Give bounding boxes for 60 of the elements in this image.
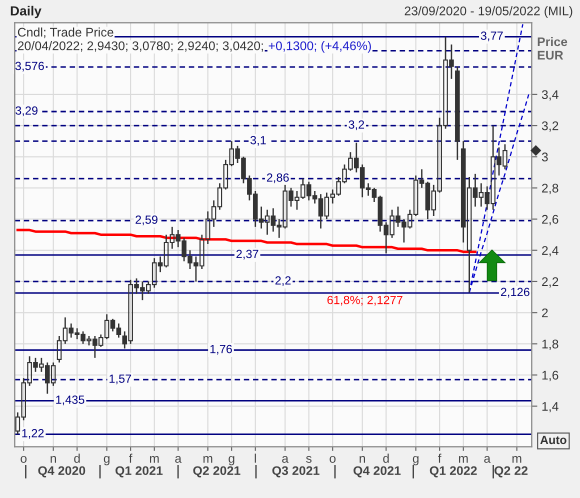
y-tick-label: 1,4 [542,402,558,412]
x-tick-label: m [458,456,468,463]
text: Q4 2021 [354,466,401,478]
ref-line-label: 3,576 [15,62,44,72]
text: Q4 2020 [38,466,86,478]
y-tick-label: 1,8 [542,340,558,350]
text: Q3 2021 [272,466,320,478]
text: Q2 2021 [193,466,240,478]
y-tick-label: 3 [542,152,548,162]
chart-title: Daily [10,6,42,18]
ref-line-label: 1,22 [22,429,44,439]
text: Auto [540,436,566,444]
ref-line-label: 1,76 [210,344,232,355]
ref-line-label: 3,77 [480,32,503,42]
x-tick-label: f [129,454,132,463]
x-tick-label: o [20,456,27,463]
ref-line-label: 2,59 [136,215,158,226]
text: Q1 2021 [116,466,163,478]
x-tick-label: a [282,456,289,463]
x-tick-label: f [438,454,442,463]
x-tick-label: d [74,454,80,463]
ref-line-label: 3,2 [348,120,364,130]
y-axis-title: Price EUR [538,37,568,60]
x-tick-label: m [203,456,212,463]
y-tick-label: 2,8 [542,184,558,194]
annotation: +0,1300; (+4,46%) [268,41,371,53]
x-tick-label: a [175,456,182,463]
x-tick-label: g [228,456,234,466]
ref-line-label: 2,37 [236,250,258,260]
x-tick-label: a [484,456,491,463]
y-tick-label: 2 [542,308,548,318]
x-tick-label: m [512,456,522,463]
ref-line-label: 1,57 [110,374,132,384]
x-tick-label: n [50,456,56,463]
y-tick-label: 2,2 [542,277,558,288]
x-tick-label: n [360,456,366,463]
x-tick-label: o [330,456,336,463]
y-tick-label: 3,4 [542,90,558,101]
x-tick-label: m [150,456,159,463]
ref-line-label: 3,1 [250,136,266,146]
annotation: 20/04/2022; 2,9430; 3,0780; 2,9240; 3,0420; [18,41,263,52]
x-tick-label: g [104,456,110,466]
annotation: Cndl; Trade Price [18,27,114,38]
ref-line-label: 2,2 [275,276,291,286]
ref-line-label: 2,126 [500,288,530,298]
y-tick-label: 1,6 [542,370,558,382]
y-tick-label: 2,4 [542,246,558,256]
chart-subtitle: 23/09/2020 - 19/05/2022 (MIL) [404,6,572,18]
x-tick-label: g [412,456,418,466]
ref-line-label: 3,29 [16,106,38,116]
annotation: 61,8%; 2,1277 [327,296,402,306]
y-tick-label: 2,6 [542,214,558,226]
ref-line-label: 1,435 [56,396,84,406]
y-tick-label: 3,2 [542,121,558,132]
x-tick-label: l [254,454,256,463]
x-tick-label: d [383,454,389,463]
text: Q2 22 [494,466,528,478]
ref-line-label: 2,86 [266,173,289,184]
text: Q1 2022 [430,466,477,478]
x-tick-label: s [306,456,312,463]
